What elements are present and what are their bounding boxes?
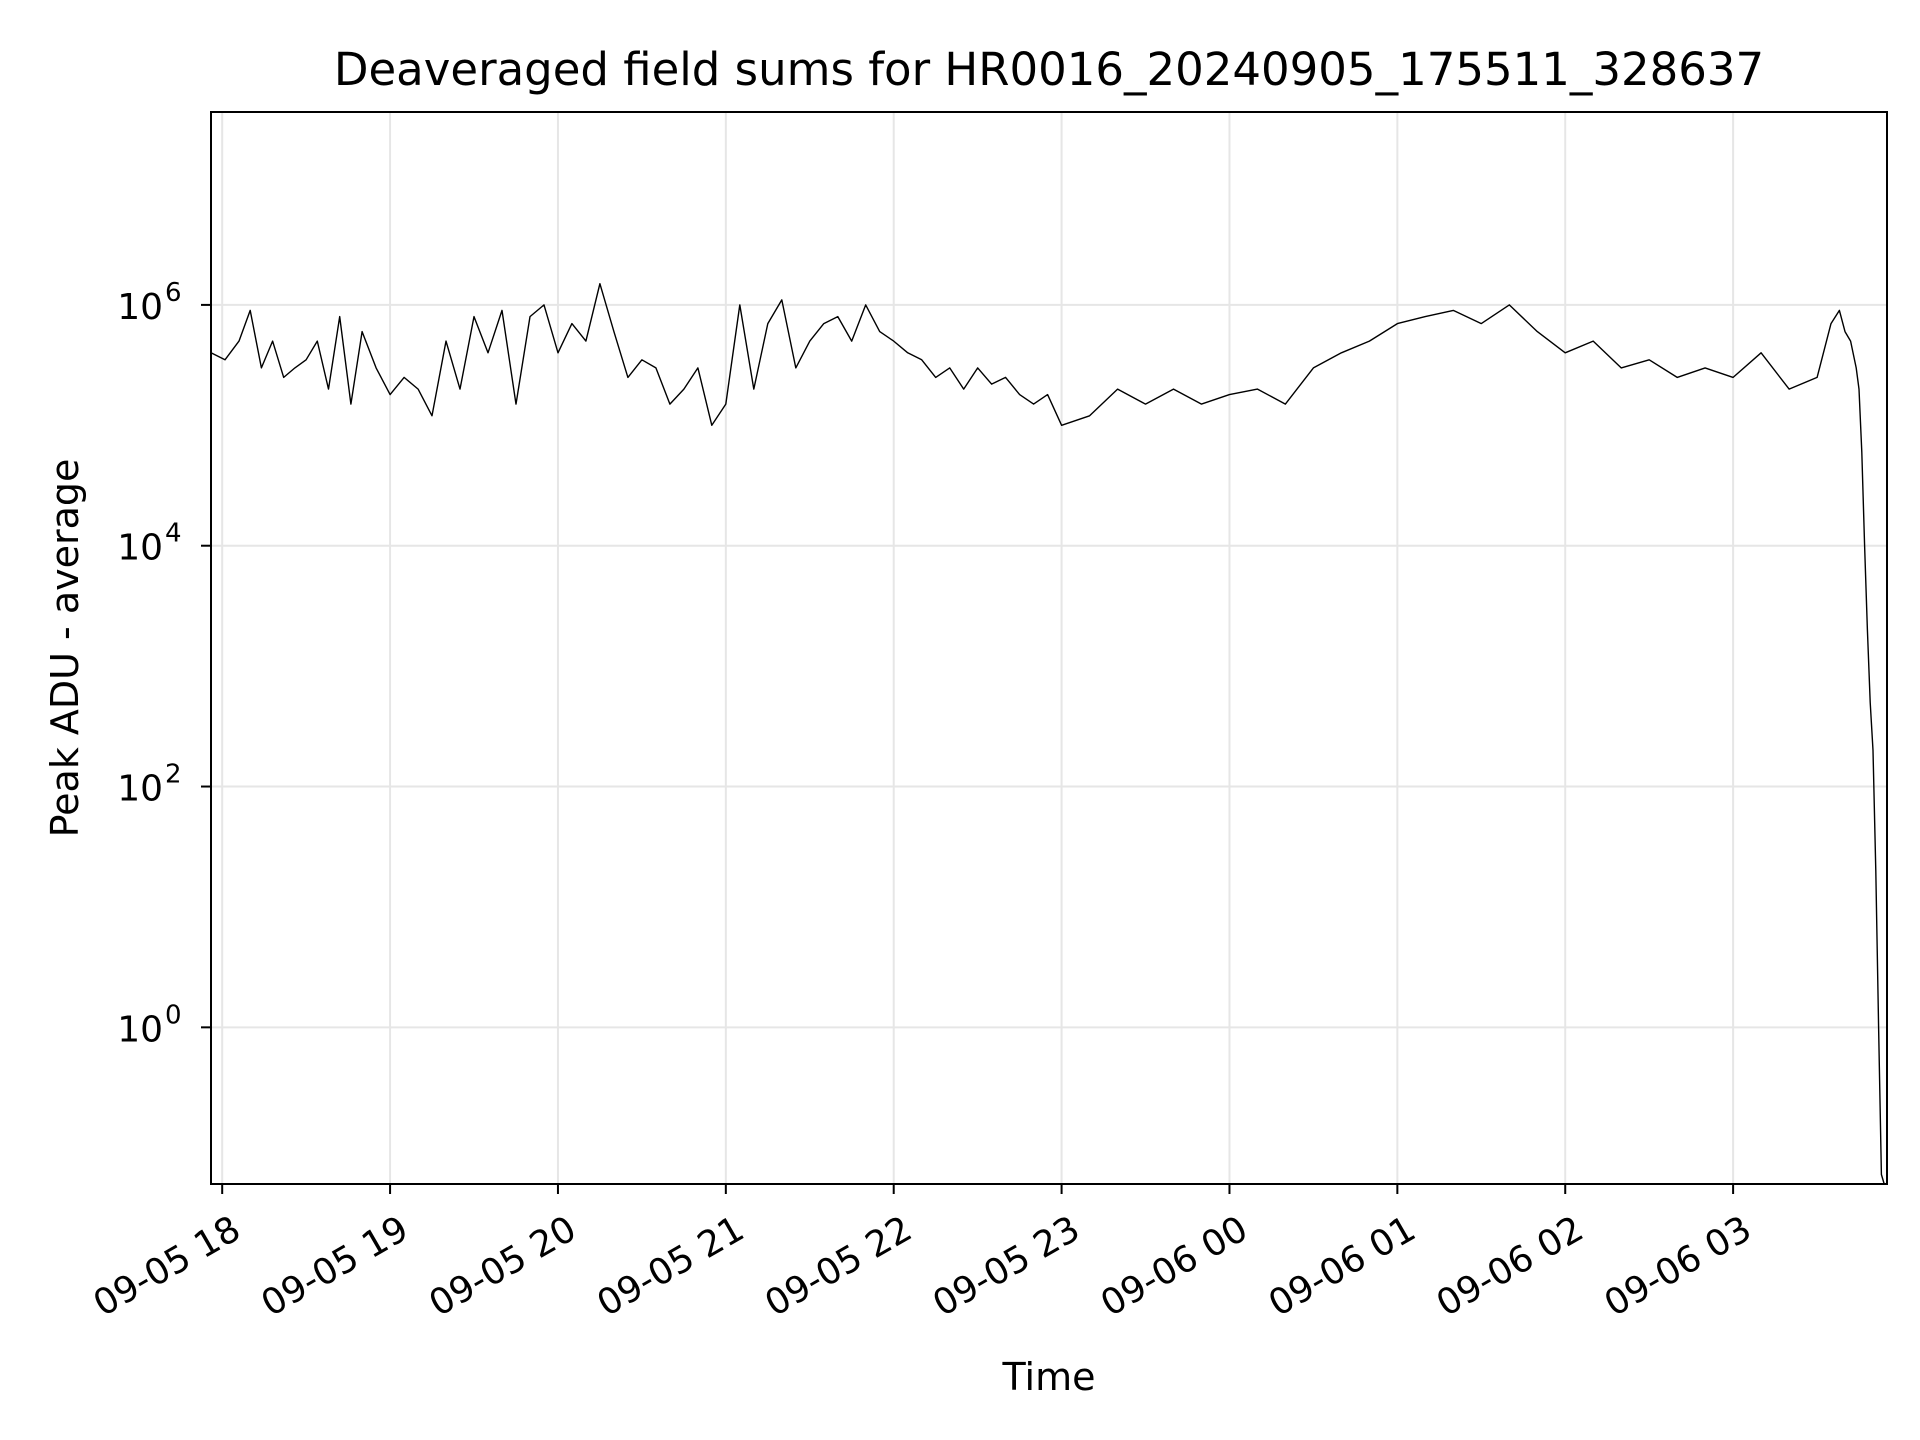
x-tick-label: 09-05 19: [255, 1208, 416, 1324]
y-axis-label: Peak ADU - average: [43, 459, 87, 838]
x-tick-label: 09-05 18: [87, 1208, 248, 1324]
x-tick-label: 09-06 02: [1430, 1208, 1591, 1324]
plot-frame: [210, 111, 1888, 1185]
x-tick-label: 09-05 23: [926, 1208, 1087, 1324]
y-tick-label: 10: [117, 769, 163, 810]
x-axis-label: Time: [1002, 1355, 1096, 1399]
x-tick-label: 09-06 00: [1094, 1208, 1255, 1324]
grid-lines: [211, 112, 1887, 1184]
y-tick-label: 10: [117, 528, 163, 569]
x-tick-label: 09-05 20: [423, 1208, 584, 1324]
y-tick-exponent: 4: [165, 519, 182, 549]
y-tick-label: 10: [117, 287, 163, 328]
x-tick-label: 09-05 21: [590, 1208, 751, 1324]
x-tick-label: 09-06 01: [1262, 1208, 1423, 1324]
y-tick-exponent: 0: [165, 1000, 182, 1030]
chart-title: Deaveraged field sums for HR0016_2024090…: [334, 43, 1764, 96]
y-tick-label: 10: [117, 1009, 163, 1050]
y-tick-exponent: 6: [165, 278, 182, 308]
series-layer: [210, 283, 1885, 1185]
series-line: [210, 283, 1885, 1185]
x-axis-ticks: 09-05 18 09-05 19 09-05 20 09-05 21 09-05 22…: [87, 1184, 1759, 1325]
y-tick-exponent: 2: [165, 760, 182, 790]
x-tick-label: 09-06 03: [1598, 1208, 1759, 1324]
x-tick-label: 09-05 22: [758, 1208, 919, 1324]
